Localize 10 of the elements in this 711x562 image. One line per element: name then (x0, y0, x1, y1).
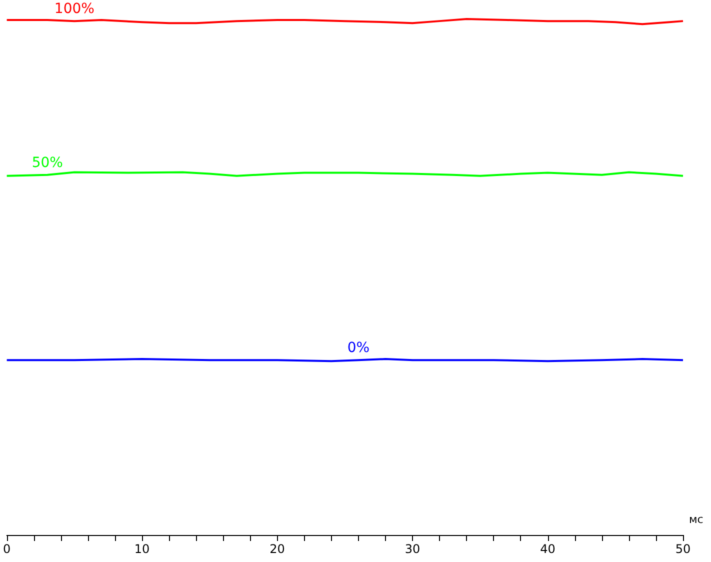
x-tick-label: 10 (134, 542, 150, 556)
x-tick-label: 40 (540, 542, 556, 556)
x-tick-label: 30 (404, 542, 420, 556)
x-tick-label: 0 (2, 542, 11, 556)
x-tick-label: 50 (675, 542, 691, 556)
x-tick-label: 20 (270, 542, 285, 556)
x-axis-title: мс (689, 513, 704, 526)
series-label: 50% (32, 154, 63, 171)
series-label: 0% (347, 340, 370, 356)
series-label: 100% (54, 1, 94, 18)
